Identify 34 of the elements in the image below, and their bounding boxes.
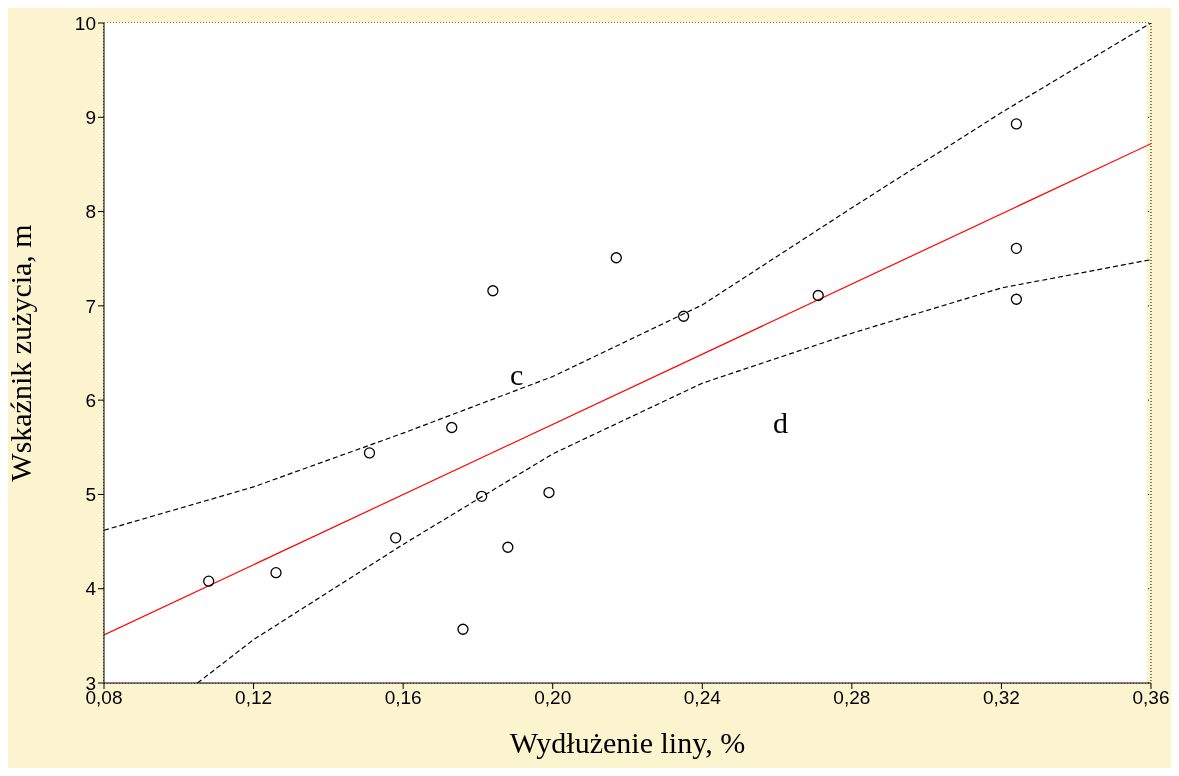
- point: [363, 447, 376, 459]
- point: [476, 490, 488, 502]
- point: [812, 289, 824, 302]
- x-tick-label: 0,12: [235, 687, 273, 709]
- x-tick-label: 0,20: [534, 687, 572, 709]
- y-axis-title: Wskaźnik zużycia, m: [3, 224, 37, 482]
- point: [203, 575, 215, 587]
- annotation: d: [773, 406, 788, 439]
- y-tick-label: 4: [85, 578, 97, 600]
- y-tick-label: 6: [85, 389, 96, 411]
- x-tick-label: 0,36: [1132, 687, 1170, 709]
- point: [1010, 118, 1023, 130]
- y-tick-label: 8: [85, 201, 96, 223]
- point: [543, 486, 555, 499]
- annotation: c: [510, 358, 524, 391]
- x-tick-label: 0,28: [833, 687, 871, 709]
- y-tick-label: 9: [85, 107, 96, 129]
- point: [502, 541, 514, 553]
- x-tick-label: 0,16: [384, 687, 422, 709]
- point: [677, 310, 690, 322]
- point: [1010, 293, 1023, 305]
- y-tick-label: 10: [74, 12, 96, 34]
- point: [610, 252, 622, 264]
- point: [446, 421, 458, 434]
- y-tick-label: 5: [85, 484, 96, 506]
- x-tick-label: 0,24: [683, 687, 722, 709]
- point: [390, 532, 402, 544]
- x-tick-label: 0,32: [982, 687, 1020, 709]
- x-axis-title: Wydłużenie liny, %: [509, 726, 746, 759]
- point: [1010, 242, 1023, 254]
- point: [487, 285, 499, 297]
- point: [457, 623, 469, 635]
- point: [270, 567, 282, 579]
- y-tick-label: 7: [85, 295, 96, 317]
